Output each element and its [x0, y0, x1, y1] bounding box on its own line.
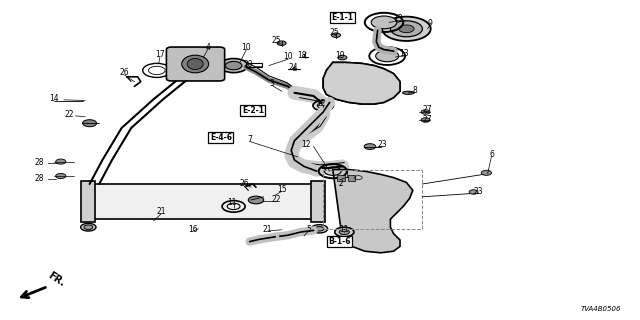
Text: E-4-6: E-4-6 [210, 133, 232, 142]
Circle shape [311, 225, 328, 233]
Bar [337, 175, 345, 181]
Text: 13: 13 [393, 14, 403, 23]
Circle shape [84, 225, 93, 229]
Text: 25: 25 [271, 36, 282, 45]
Text: 14: 14 [49, 94, 60, 103]
FancyBboxPatch shape [166, 47, 225, 81]
Text: 7: 7 [247, 135, 252, 144]
Text: 16: 16 [188, 225, 198, 234]
Polygon shape [333, 170, 413, 253]
Ellipse shape [187, 58, 204, 69]
Circle shape [83, 120, 97, 127]
Text: 12: 12 [317, 99, 326, 108]
Circle shape [277, 41, 286, 45]
Bar [311, 181, 325, 222]
Circle shape [469, 190, 478, 194]
Text: 28: 28 [35, 174, 44, 183]
Text: 2: 2 [338, 179, 343, 188]
Text: E-1-1: E-1-1 [332, 13, 353, 22]
Circle shape [376, 50, 399, 62]
Text: 27: 27 [422, 105, 433, 114]
Text: 12: 12 [301, 140, 310, 149]
Text: 3: 3 [269, 79, 275, 88]
Text: 11: 11 [227, 198, 236, 207]
Circle shape [220, 59, 248, 73]
Text: 5: 5 [306, 225, 311, 234]
Text: 21: 21 [263, 225, 272, 234]
Circle shape [382, 17, 431, 41]
Text: 8: 8 [412, 86, 417, 95]
Text: 21: 21 [157, 207, 166, 216]
Text: 24: 24 [288, 63, 298, 72]
Text: 9: 9 [428, 19, 433, 28]
Bar [81, 181, 95, 222]
Ellipse shape [403, 91, 414, 94]
Circle shape [335, 227, 354, 237]
Text: 22: 22 [272, 195, 281, 204]
Text: 6: 6 [489, 150, 494, 159]
Text: 20: 20 [243, 60, 253, 69]
Circle shape [390, 21, 422, 37]
Circle shape [481, 170, 492, 175]
Text: 1: 1 [344, 171, 349, 180]
Circle shape [338, 55, 347, 60]
Circle shape [421, 118, 430, 122]
Circle shape [399, 25, 414, 33]
Bar [246, 63, 262, 67]
Text: 26: 26 [239, 179, 250, 188]
Circle shape [421, 110, 430, 114]
Text: 22: 22 [65, 110, 74, 119]
Text: 17: 17 [155, 50, 165, 59]
Circle shape [56, 173, 66, 179]
Text: 28: 28 [35, 158, 44, 167]
Text: 19: 19 [335, 51, 346, 60]
Text: B-1-6: B-1-6 [328, 237, 351, 246]
Text: 23: 23 [378, 140, 388, 149]
Text: 15: 15 [276, 185, 287, 194]
Circle shape [339, 229, 349, 235]
Circle shape [332, 33, 340, 37]
Text: 10: 10 [241, 43, 252, 52]
Text: 4: 4 [205, 43, 211, 52]
Circle shape [56, 159, 66, 164]
Text: 10: 10 [283, 52, 293, 61]
Text: 25: 25 [329, 28, 339, 37]
Bar [93, 184, 314, 219]
Circle shape [364, 144, 376, 149]
Ellipse shape [182, 55, 209, 73]
Text: 23: 23 [474, 187, 484, 196]
Text: 11: 11 [340, 225, 349, 234]
Bar [348, 175, 355, 181]
Text: TVA4B0506: TVA4B0506 [580, 306, 621, 312]
Circle shape [371, 16, 397, 29]
Text: 26: 26 [120, 68, 130, 77]
Text: 27: 27 [422, 115, 433, 124]
Polygon shape [323, 62, 400, 104]
Text: 13: 13 [399, 49, 410, 58]
Circle shape [81, 223, 96, 231]
Circle shape [315, 227, 324, 231]
Text: FR.: FR. [46, 270, 67, 289]
Bar [323, 170, 422, 229]
Circle shape [225, 61, 242, 70]
Text: 18: 18 [298, 51, 307, 60]
Text: E-2-1: E-2-1 [242, 106, 264, 115]
Circle shape [248, 196, 264, 204]
